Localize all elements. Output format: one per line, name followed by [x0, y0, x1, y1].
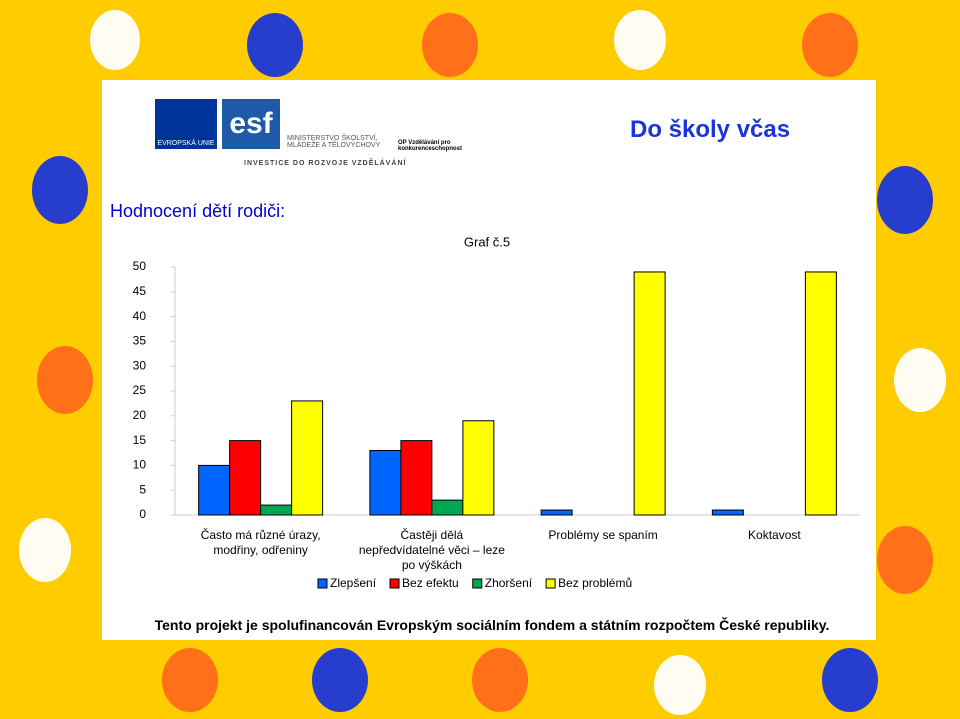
legend-swatch	[545, 578, 556, 589]
y-tick-label: 5	[139, 482, 146, 496]
logo-text: INVESTICE DO ROZVOJE VZDĚLÁVÁNÍ	[244, 160, 407, 167]
y-tick-label: 50	[133, 259, 147, 273]
logo-text: EVROPSKÁ UNIE	[157, 140, 215, 147]
y-tick-label: 10	[133, 458, 147, 472]
x-tick-label: Problémy se spaním	[548, 528, 658, 542]
logo-text: OP Vzdělávání pro konkurenceschopnost	[398, 140, 463, 152]
bar	[291, 400, 324, 516]
legend-label: Bez problémů	[558, 576, 632, 590]
bar	[369, 450, 402, 516]
legend-swatch	[317, 578, 328, 589]
y-tick-label: 0	[139, 507, 146, 521]
chart-title: Graf č.5	[464, 234, 510, 249]
bar	[431, 499, 464, 516]
eu-logo: EVROPSKÁ UNIE	[155, 99, 217, 149]
y-tick-label: 25	[133, 383, 147, 397]
y-tick-label: 20	[133, 408, 147, 422]
legend-swatch	[472, 578, 483, 589]
project-logo: Do školy včas	[630, 116, 791, 143]
bar	[229, 440, 262, 516]
logo-text: MINISTERSTVO ŠKOLSTVÍ, MLÁDEŽE A TĚLOVÝC…	[287, 135, 381, 149]
x-tick-label: Často má různé úrazy, modřiny, odřeniny	[200, 528, 321, 557]
bar	[540, 509, 573, 516]
footer: Tento projekt je spolufinancován Evropsk…	[154, 617, 830, 633]
legend-swatch	[389, 578, 400, 589]
y-tick-label: 30	[133, 358, 147, 372]
x-tick-label: Častěji dělá nepředvídatelné věci – leze…	[358, 528, 505, 572]
y-tick-label: 35	[133, 334, 147, 348]
y-tick-label: 15	[133, 433, 147, 447]
slide-title: Hodnocení dětí rodiči:	[110, 201, 286, 221]
legend-label: Bez efektu	[402, 576, 459, 590]
content-panel: EVROPSKÁ UNIE esf MINISTERSTVO ŠKOLSTVÍ,…	[102, 80, 876, 640]
bar	[198, 464, 231, 516]
y-tick-label: 40	[133, 309, 147, 323]
bar	[804, 271, 837, 516]
bar	[711, 509, 744, 516]
bar	[260, 504, 293, 516]
esf-logo: esf	[222, 99, 280, 149]
legend-label: Zhoršení	[485, 576, 533, 590]
legend-label: Zlepšení	[330, 576, 377, 590]
bar	[400, 440, 433, 516]
bar	[633, 271, 666, 516]
bar	[462, 420, 495, 516]
x-tick-label: Koktavost	[748, 528, 801, 542]
y-tick-label: 45	[133, 284, 147, 298]
